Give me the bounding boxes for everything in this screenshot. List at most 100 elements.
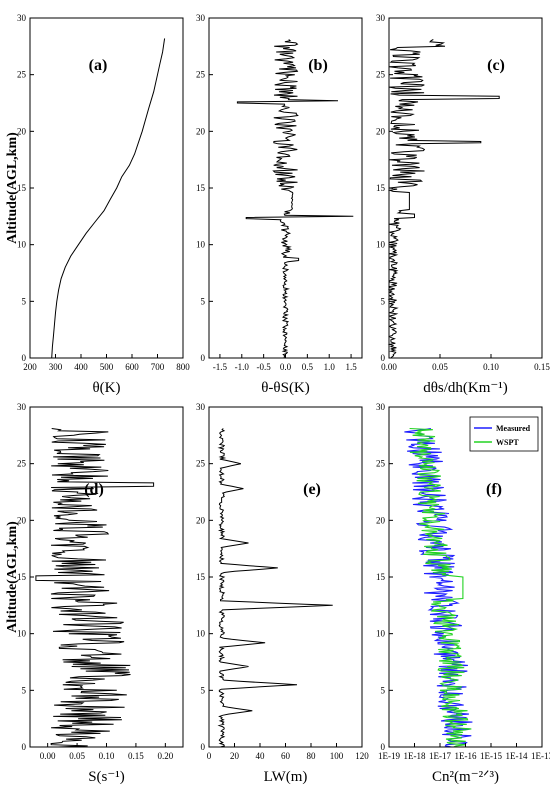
- x-axis-label: dθs/dh(Km⁻¹): [423, 380, 508, 396]
- y-tick-label: 10: [196, 629, 206, 639]
- x-tick-label: 700: [151, 362, 165, 372]
- y-tick-label: 20: [376, 126, 386, 136]
- y-tick-label: 15: [196, 572, 206, 582]
- y-tick-label: 10: [376, 629, 386, 639]
- x-axis-label: θ(K): [92, 380, 120, 396]
- legend-entry: Measured: [496, 424, 531, 433]
- y-tick-label: 20: [17, 515, 27, 525]
- y-tick-label: 5: [22, 685, 27, 695]
- y-tick-label: 15: [17, 572, 27, 582]
- series-line-data: [217, 428, 333, 748]
- y-tick-label: 10: [17, 629, 27, 639]
- x-tick-label: 600: [125, 362, 139, 372]
- series-line-data: [387, 39, 500, 359]
- x-tick-label: 500: [100, 362, 114, 372]
- y-tick-label: 20: [196, 126, 206, 136]
- series-line-data: [51, 38, 166, 359]
- panel-c: 0.00 0.05 0.10 0.15 0 5 10 15 20 25 30 (c) dθs/dh(Km…: [376, 13, 550, 396]
- panel-a: 200 300 400 500 600 700 800 0 5 10 15 20 25 30 (a) θ(K): [17, 13, 190, 396]
- y-tick-label: 30: [196, 402, 206, 412]
- series-line-wspt: [409, 427, 472, 748]
- x-tick-label: 300: [49, 362, 63, 372]
- panel-b: -1.5 -1.0 -0.5 0.0 0.5 1.0 1.5 0 5 10 15 20 25 30 (b) θ…: [196, 13, 363, 396]
- y-tick-label: 15: [17, 183, 27, 193]
- y-tick-label: 20: [196, 515, 206, 525]
- panel-label: (c): [487, 57, 505, 74]
- plot-frame: [388, 406, 543, 748]
- y-tick-label: 30: [17, 13, 27, 23]
- y-tick-label: 30: [376, 402, 386, 412]
- y-tick-label: 0: [201, 353, 206, 363]
- y-tick-label: 25: [196, 70, 206, 80]
- y-tick-label: 10: [376, 240, 386, 250]
- x-tick-label: -0.5: [257, 362, 272, 372]
- x-tick-label: 60: [281, 751, 291, 761]
- y-tick-label: 25: [196, 459, 206, 469]
- y-tick-label: 25: [376, 459, 386, 469]
- x-tick-label: -1.0: [235, 362, 250, 372]
- panel-label: (b): [308, 57, 328, 74]
- x-tick-label: 1E-19: [378, 751, 400, 761]
- x-tick-label: 20: [230, 751, 240, 761]
- x-tick-label: 1E-16: [455, 751, 477, 761]
- y-tick-label: 30: [17, 402, 27, 412]
- x-tick-label: 800: [176, 362, 190, 372]
- y-tick-label: 25: [17, 70, 27, 80]
- y-tick-label: 0: [22, 353, 27, 363]
- x-tick-label: 1E-17: [429, 751, 451, 761]
- x-tick-label: 100: [330, 751, 344, 761]
- x-tick-label: 1E-15: [480, 751, 502, 761]
- y-tick-label: 0: [381, 742, 386, 752]
- y-axis-label-top: Altitude(AGL,km): [5, 132, 20, 244]
- panel-label: (e): [303, 481, 321, 498]
- x-tick-label: 0.00: [381, 362, 397, 372]
- x-axis-label: Cn²(m⁻²ᐟ³): [432, 769, 499, 785]
- x-tick-label: 1E-13: [531, 751, 550, 761]
- plot-frame: [388, 17, 543, 359]
- x-tick-label: 0.15: [534, 362, 550, 372]
- y-tick-label: 10: [17, 240, 27, 250]
- panel-label: (d): [84, 481, 104, 498]
- x-tick-label: -1.5: [213, 362, 228, 372]
- x-tick-label: 1E-18: [404, 751, 426, 761]
- legend-box: [469, 416, 539, 452]
- y-tick-label: 15: [196, 183, 206, 193]
- x-tick-label: 1.0: [324, 362, 336, 372]
- y-tick-label: 5: [201, 685, 206, 695]
- x-tick-label: 80: [307, 751, 317, 761]
- x-tick-label: 0.05: [69, 751, 85, 761]
- y-tick-label: 10: [196, 240, 206, 250]
- y-tick-label: 15: [376, 572, 386, 582]
- y-tick-label: 0: [381, 353, 386, 363]
- series-line-data: [236, 39, 354, 359]
- panel-e: 0 20 40 60 80 100 120 0 5 10 15 20 25 30 (e) LW(m): [196, 402, 369, 785]
- y-tick-label: 20: [17, 126, 27, 136]
- x-tick-label: 40: [256, 751, 266, 761]
- plot-frame: [29, 406, 184, 748]
- x-tick-label: 0.05: [432, 362, 448, 372]
- x-tick-label: 1.5: [345, 362, 357, 372]
- y-tick-label: 0: [201, 742, 206, 752]
- y-tick-label: 5: [381, 296, 386, 306]
- y-tick-label: 25: [17, 459, 27, 469]
- x-tick-label: 0.5: [302, 362, 314, 372]
- panel-label: (f): [486, 481, 502, 498]
- x-tick-label: 0: [207, 751, 212, 761]
- x-tick-label: 0.20: [157, 751, 173, 761]
- x-axis-label: LW(m): [264, 769, 308, 785]
- series-line-data: [35, 428, 155, 748]
- x-tick-label: 0.00: [40, 751, 56, 761]
- y-tick-label: 30: [196, 13, 206, 23]
- y-tick-label: 15: [376, 183, 386, 193]
- x-axis-label: θ-θS(K): [261, 380, 310, 396]
- panel-label: (a): [89, 57, 108, 74]
- x-tick-label: 0.10: [483, 362, 499, 372]
- x-tick-label: 0.15: [128, 751, 144, 761]
- plot-frame: [208, 406, 363, 748]
- y-tick-label: 25: [376, 70, 386, 80]
- x-tick-label: 1E-14: [506, 751, 528, 761]
- y-axis-label-bottom: Altitude(AGL,km): [5, 521, 20, 633]
- x-tick-label: 0.0: [280, 362, 292, 372]
